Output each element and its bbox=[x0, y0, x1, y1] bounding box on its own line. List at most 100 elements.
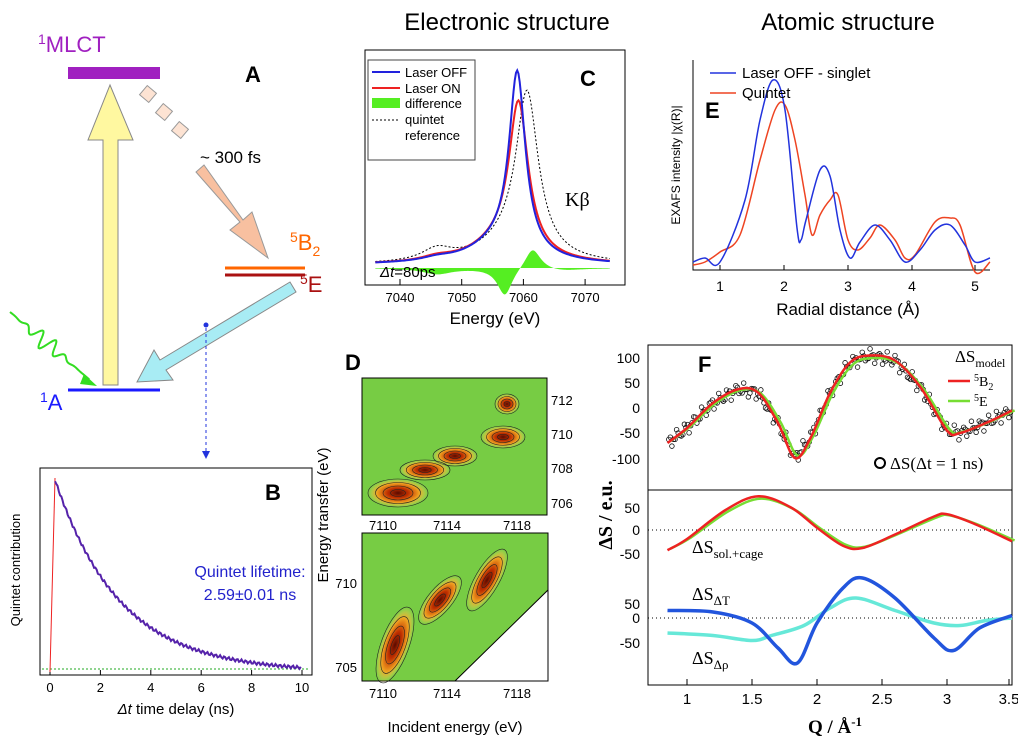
point bbox=[762, 405, 769, 411]
sup: 5 bbox=[974, 393, 979, 404]
contour bbox=[466, 548, 508, 612]
axes bbox=[692, 60, 990, 271]
contour bbox=[389, 635, 401, 655]
contour bbox=[405, 462, 445, 478]
tick-label: 3.5 bbox=[999, 691, 1018, 708]
tick-label: 2.5 bbox=[872, 691, 893, 708]
panel-label: E bbox=[705, 98, 720, 123]
laser-off bbox=[692, 79, 991, 267]
tick-label: 0 bbox=[632, 610, 640, 626]
y-label: EXAFS intensity |χ(R)| bbox=[669, 105, 683, 224]
tick-label: -100 bbox=[612, 451, 640, 467]
tick-label: 1 bbox=[716, 278, 724, 294]
contour bbox=[418, 467, 432, 473]
tick-label: 7040 bbox=[386, 290, 415, 305]
arrow bbox=[195, 164, 270, 260]
tick-label: 6 bbox=[198, 680, 205, 695]
sup: 1 bbox=[40, 389, 48, 405]
legend-title: ΔSmodel bbox=[955, 347, 1006, 370]
sub: ΔT bbox=[714, 593, 730, 608]
legend-label: Quintet bbox=[742, 85, 791, 102]
y-label: ΔS / e.u. bbox=[595, 480, 617, 549]
italic: Δt bbox=[379, 264, 395, 281]
state-label: 5B2 bbox=[290, 229, 320, 259]
point bbox=[747, 390, 753, 396]
point bbox=[681, 421, 688, 427]
legend-key bbox=[372, 98, 400, 108]
sup: 5 bbox=[300, 271, 308, 287]
point bbox=[753, 396, 759, 402]
panel-f: F ΔSmodel 5B2 5E ΔS(Δt = 1 ns) ΔSsol.+ca… bbox=[595, 344, 1018, 737]
point bbox=[867, 346, 873, 352]
legend-label: Laser OFF bbox=[405, 65, 467, 80]
x-ticks: 0 2 4 6 8 10 bbox=[46, 670, 309, 695]
point bbox=[906, 375, 912, 381]
tick-label: 710 bbox=[335, 576, 357, 591]
sup: 5 bbox=[974, 373, 979, 384]
point bbox=[698, 404, 705, 410]
decay-curve bbox=[54, 480, 302, 671]
tick-label: 2 bbox=[813, 691, 821, 708]
x-label: Q / Å-1 bbox=[808, 714, 862, 737]
blank-region bbox=[453, 588, 549, 682]
annotation: ΔSsol.+cage bbox=[692, 537, 763, 561]
annotation: 2.59±0.01 ns bbox=[204, 587, 296, 604]
x-label: Energy (eV) bbox=[450, 309, 541, 328]
photon bbox=[9, 311, 90, 381]
x-label: Incident energy (eV) bbox=[387, 719, 522, 736]
point bbox=[964, 433, 970, 439]
point bbox=[854, 364, 861, 370]
point bbox=[993, 408, 1000, 415]
ticks: 712 710 708 706 7110 7114 7118 710 705 7110 7114 71… bbox=[335, 393, 572, 701]
panel-d: D Energy transfer (eV) Incident energy (… bbox=[315, 350, 573, 736]
panel-label: C bbox=[580, 66, 596, 91]
difference bbox=[375, 250, 610, 295]
contour bbox=[503, 401, 511, 407]
tick-label: 7070 bbox=[571, 290, 600, 305]
peak bbox=[433, 446, 477, 466]
contour bbox=[449, 453, 461, 459]
sub: sol.+cage bbox=[714, 546, 764, 561]
point bbox=[951, 422, 957, 428]
point bbox=[673, 426, 680, 433]
name: E bbox=[308, 272, 323, 297]
legend-label: Laser ON bbox=[405, 81, 461, 96]
point bbox=[896, 369, 903, 376]
contour bbox=[471, 556, 503, 604]
point bbox=[892, 352, 898, 359]
tick-label: 708 bbox=[551, 461, 573, 476]
delta-t bbox=[667, 575, 1013, 666]
tick-label: 705 bbox=[335, 660, 357, 675]
name: ΔS bbox=[692, 537, 714, 557]
arrowhead bbox=[80, 374, 97, 386]
contour bbox=[429, 587, 451, 613]
laser-off bbox=[375, 68, 610, 264]
name: ΔS bbox=[692, 648, 714, 668]
point bbox=[884, 349, 890, 355]
point bbox=[956, 437, 962, 443]
contour bbox=[480, 425, 526, 449]
tick-label: 50 bbox=[624, 500, 640, 516]
sub: 2 bbox=[988, 382, 993, 393]
tick-label: 7110 bbox=[369, 518, 397, 533]
legend-label: ΔS(Δt = 1 ns) bbox=[890, 454, 983, 473]
tick-label: -50 bbox=[620, 635, 640, 651]
tick-label: 0 bbox=[632, 400, 640, 416]
tick-label: 2 bbox=[97, 680, 104, 695]
tick-label: 3 bbox=[844, 278, 852, 294]
tick-label: 7110 bbox=[369, 686, 397, 701]
contour bbox=[438, 448, 472, 464]
level bbox=[68, 67, 160, 79]
panel-a: 1MLCT A ~ 300 fs 5B2 5E 1A bbox=[9, 31, 323, 459]
legend-key bbox=[874, 457, 886, 469]
tick-label: 0 bbox=[46, 680, 53, 695]
quintet bbox=[692, 101, 991, 275]
legend-label: 5B2 bbox=[974, 373, 993, 393]
contour bbox=[382, 485, 414, 501]
name: E bbox=[979, 395, 988, 410]
header: Atomic structure bbox=[761, 9, 934, 36]
rise bbox=[49, 477, 56, 673]
peak bbox=[481, 426, 525, 448]
point bbox=[1006, 414, 1012, 421]
